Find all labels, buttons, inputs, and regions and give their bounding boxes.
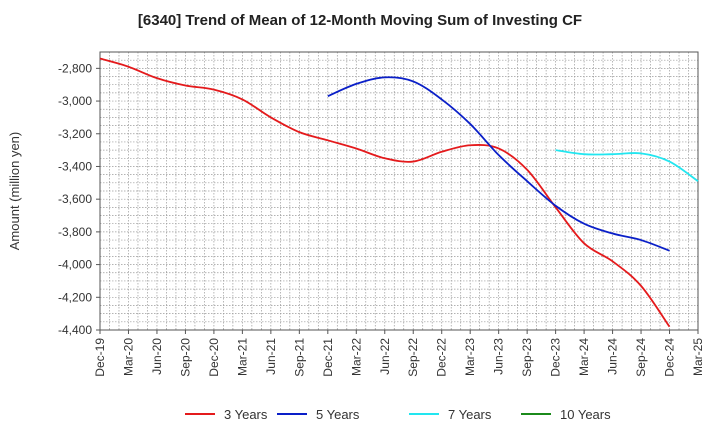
x-tick-label: Mar-20 [121, 338, 135, 376]
x-tick-label: Sep-22 [406, 338, 420, 377]
x-tick-label: Dec-23 [549, 338, 563, 377]
legend-label-7-years: 7 Years [448, 407, 492, 422]
y-tick-label: -4,200 [58, 290, 92, 304]
y-tick-label: -3,800 [58, 225, 92, 239]
x-tick-label: Mar-21 [235, 338, 249, 376]
legend-label-10-years: 10 Years [560, 407, 611, 422]
x-tick-label: Mar-23 [463, 338, 477, 376]
plot-area: -2,800 -3,000 -3,200 -3,400 -3,600 -3,800 -4,0… [58, 51, 705, 377]
x-tick-label: Jun-21 [264, 338, 278, 375]
x-tick-label: Jun-22 [378, 338, 392, 375]
y-axis-label: Amount (million yen) [7, 132, 22, 251]
y-tick-label: -3,600 [58, 192, 92, 206]
x-tick-label: Mar-25 [691, 338, 705, 376]
x-tick-label: Jun-20 [150, 338, 164, 375]
x-tick-label: Mar-22 [349, 338, 363, 376]
plot-frame [99, 51, 699, 331]
legend-label-5-years: 5 Years [316, 407, 360, 422]
x-tick-label: Dec-20 [207, 338, 221, 377]
x-tick-label: Jun-24 [606, 338, 620, 375]
x-tick-label: Dec-22 [435, 338, 449, 377]
series-line-5-years [327, 76, 670, 252]
x-tick-label: Sep-20 [178, 338, 192, 377]
x-tick-label: Dec-24 [663, 338, 677, 377]
y-tick-label: -2,800 [58, 61, 92, 75]
series-line-7-years [555, 149, 699, 182]
x-tick-label: Dec-19 [93, 338, 107, 377]
x-tick-label: Sep-24 [634, 338, 648, 377]
x-tick-label: Sep-23 [520, 338, 534, 377]
y-tick-label: -4,000 [58, 258, 92, 272]
y-tick-label: -3,000 [58, 94, 92, 108]
x-tick-label: Jun-23 [492, 338, 506, 375]
x-tick-label: Sep-21 [292, 338, 306, 377]
y-tick-label: -3,200 [58, 127, 92, 141]
legend: 3 Years 5 Years 7 Years 10 Years [185, 407, 611, 422]
x-tick-label: Dec-21 [321, 338, 335, 377]
legend-label-3-years: 3 Years [224, 407, 268, 422]
y-tick-label: -4,400 [58, 323, 92, 337]
y-tick-label: -3,400 [58, 159, 92, 173]
chart-title: [6340] Trend of Mean of 12-Month Moving … [137, 12, 583, 29]
series-line-3-years [99, 57, 671, 328]
x-tick-label: Mar-24 [577, 338, 591, 376]
